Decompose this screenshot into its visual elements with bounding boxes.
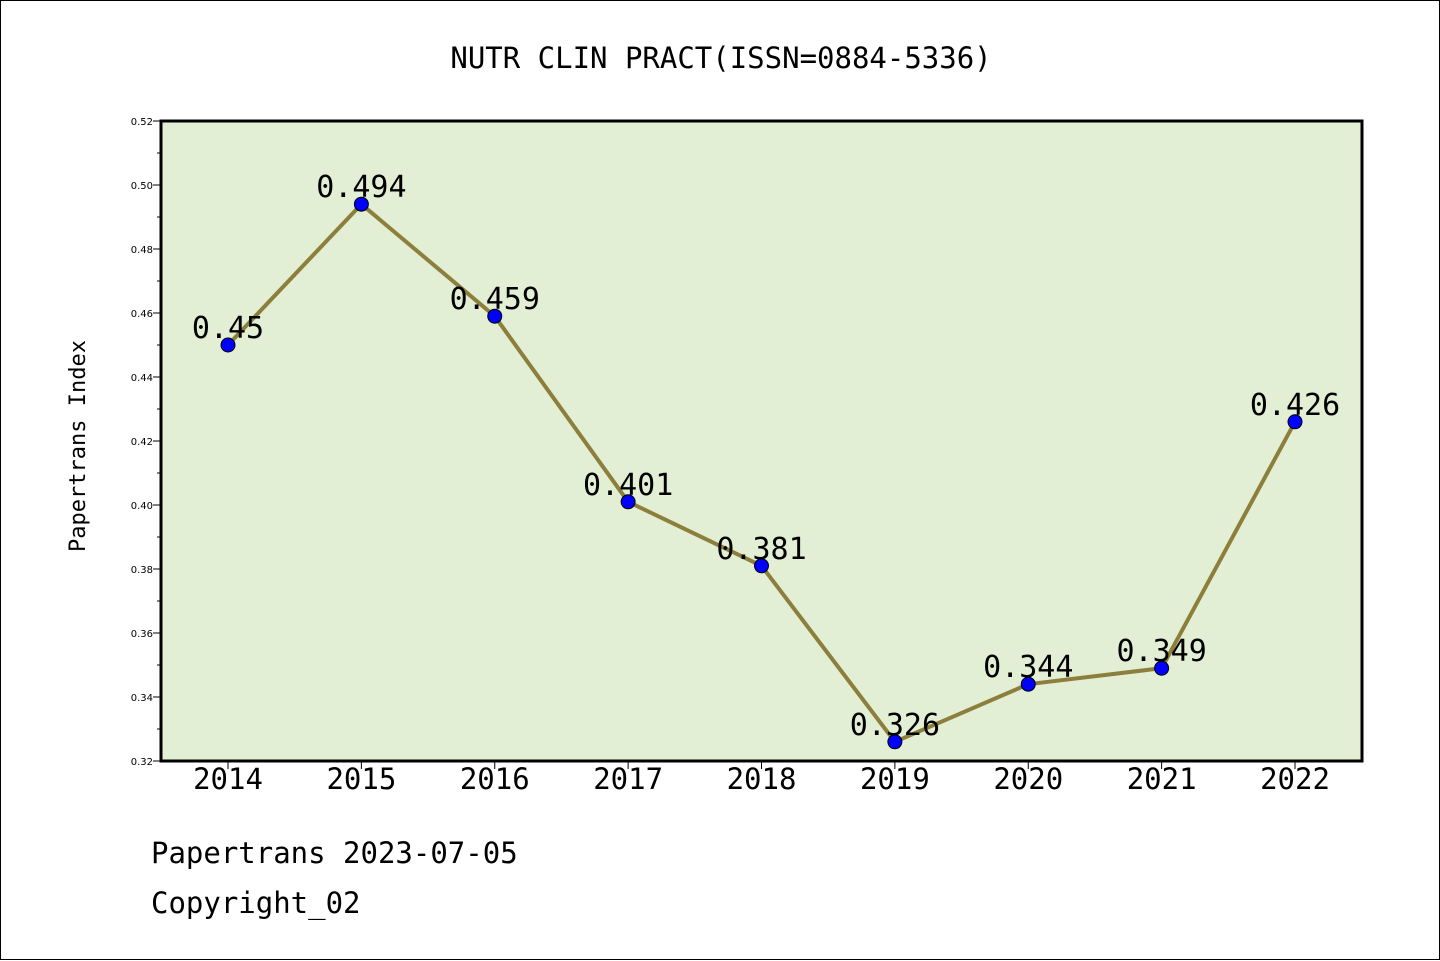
data-point-marker: [220, 337, 236, 353]
y-axis-label: Papertrans Index: [66, 340, 91, 552]
data-point-marker: [1154, 660, 1170, 676]
data-point-marker: [487, 308, 503, 324]
data-point-marker: [754, 558, 769, 574]
data-label: 0.45: [192, 311, 264, 346]
y-axis: 0.32 0.34 0.36 0.38 0.40 0.42 0.44 0.46 0.48 0.50…: [131, 117, 161, 768]
x-tick-label: 2017: [593, 762, 663, 796]
x-tick-label: 2018: [727, 762, 797, 796]
x-tick-label: 2020: [993, 762, 1063, 796]
y-tick-label: 0.32: [131, 757, 153, 768]
data-point-marker: [1287, 414, 1303, 430]
x-axis: 2014 2015 2016 2017 2018 2019 2020 2021 2022: [193, 761, 1330, 796]
y-tick-label: 0.42: [131, 437, 153, 448]
x-tick-label: 2016: [460, 762, 530, 796]
chart-title: NUTR CLIN PRACT(ISSN=0884-5336): [450, 41, 991, 75]
data-label: 0.459: [450, 282, 540, 317]
y-tick-label: 0.52: [131, 117, 153, 128]
x-tick-label: 2022: [1260, 762, 1330, 796]
data-label: 0.494: [316, 170, 406, 205]
x-tick-label: 2014: [193, 762, 263, 796]
plot-area: [159, 119, 1364, 763]
data-point-marker: [887, 734, 903, 750]
data-label: 0.349: [1116, 634, 1206, 669]
data-label: 0.326: [850, 708, 940, 743]
series-papertrans-index: 0.45 0.494 0.459 0.401 0.381 0.326 0.344 0.349 0…: [192, 170, 1340, 750]
footer-date-line: Papertrans 2023-07-05: [151, 836, 518, 870]
data-point-marker: [1020, 676, 1036, 692]
y-tick-label: 0.48: [131, 245, 153, 256]
x-tick-label: 2021: [1127, 762, 1197, 796]
x-tick-label: 2019: [860, 762, 930, 796]
y-tick-label: 0.40: [131, 501, 153, 512]
y-tick-label: 0.36: [131, 629, 153, 640]
data-label: 0.381: [716, 532, 806, 567]
data-label: 0.426: [1250, 388, 1340, 423]
data-label: 0.401: [583, 468, 673, 503]
y-tick-label: 0.38: [131, 565, 153, 576]
y-tick-label: 0.50: [131, 181, 153, 192]
data-point-marker: [620, 494, 636, 510]
data-label: 0.344: [983, 650, 1073, 685]
footer-copyright: Copyright_02: [151, 886, 361, 920]
y-tick-label: 0.46: [131, 309, 153, 320]
x-tick-label: 2015: [326, 762, 396, 796]
y-tick-label: 0.44: [131, 373, 153, 384]
data-point-marker: [353, 196, 369, 212]
y-tick-label: 0.34: [131, 693, 153, 704]
